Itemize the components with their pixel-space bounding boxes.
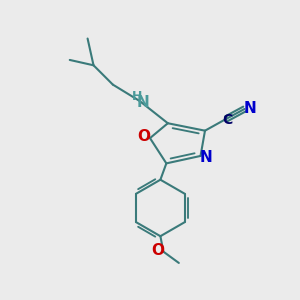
Text: O: O: [138, 129, 151, 144]
Text: C: C: [223, 113, 233, 127]
Text: O: O: [152, 243, 164, 258]
Text: H: H: [132, 90, 142, 103]
Text: N: N: [244, 100, 256, 116]
Text: N: N: [136, 95, 149, 110]
Text: N: N: [200, 150, 213, 165]
